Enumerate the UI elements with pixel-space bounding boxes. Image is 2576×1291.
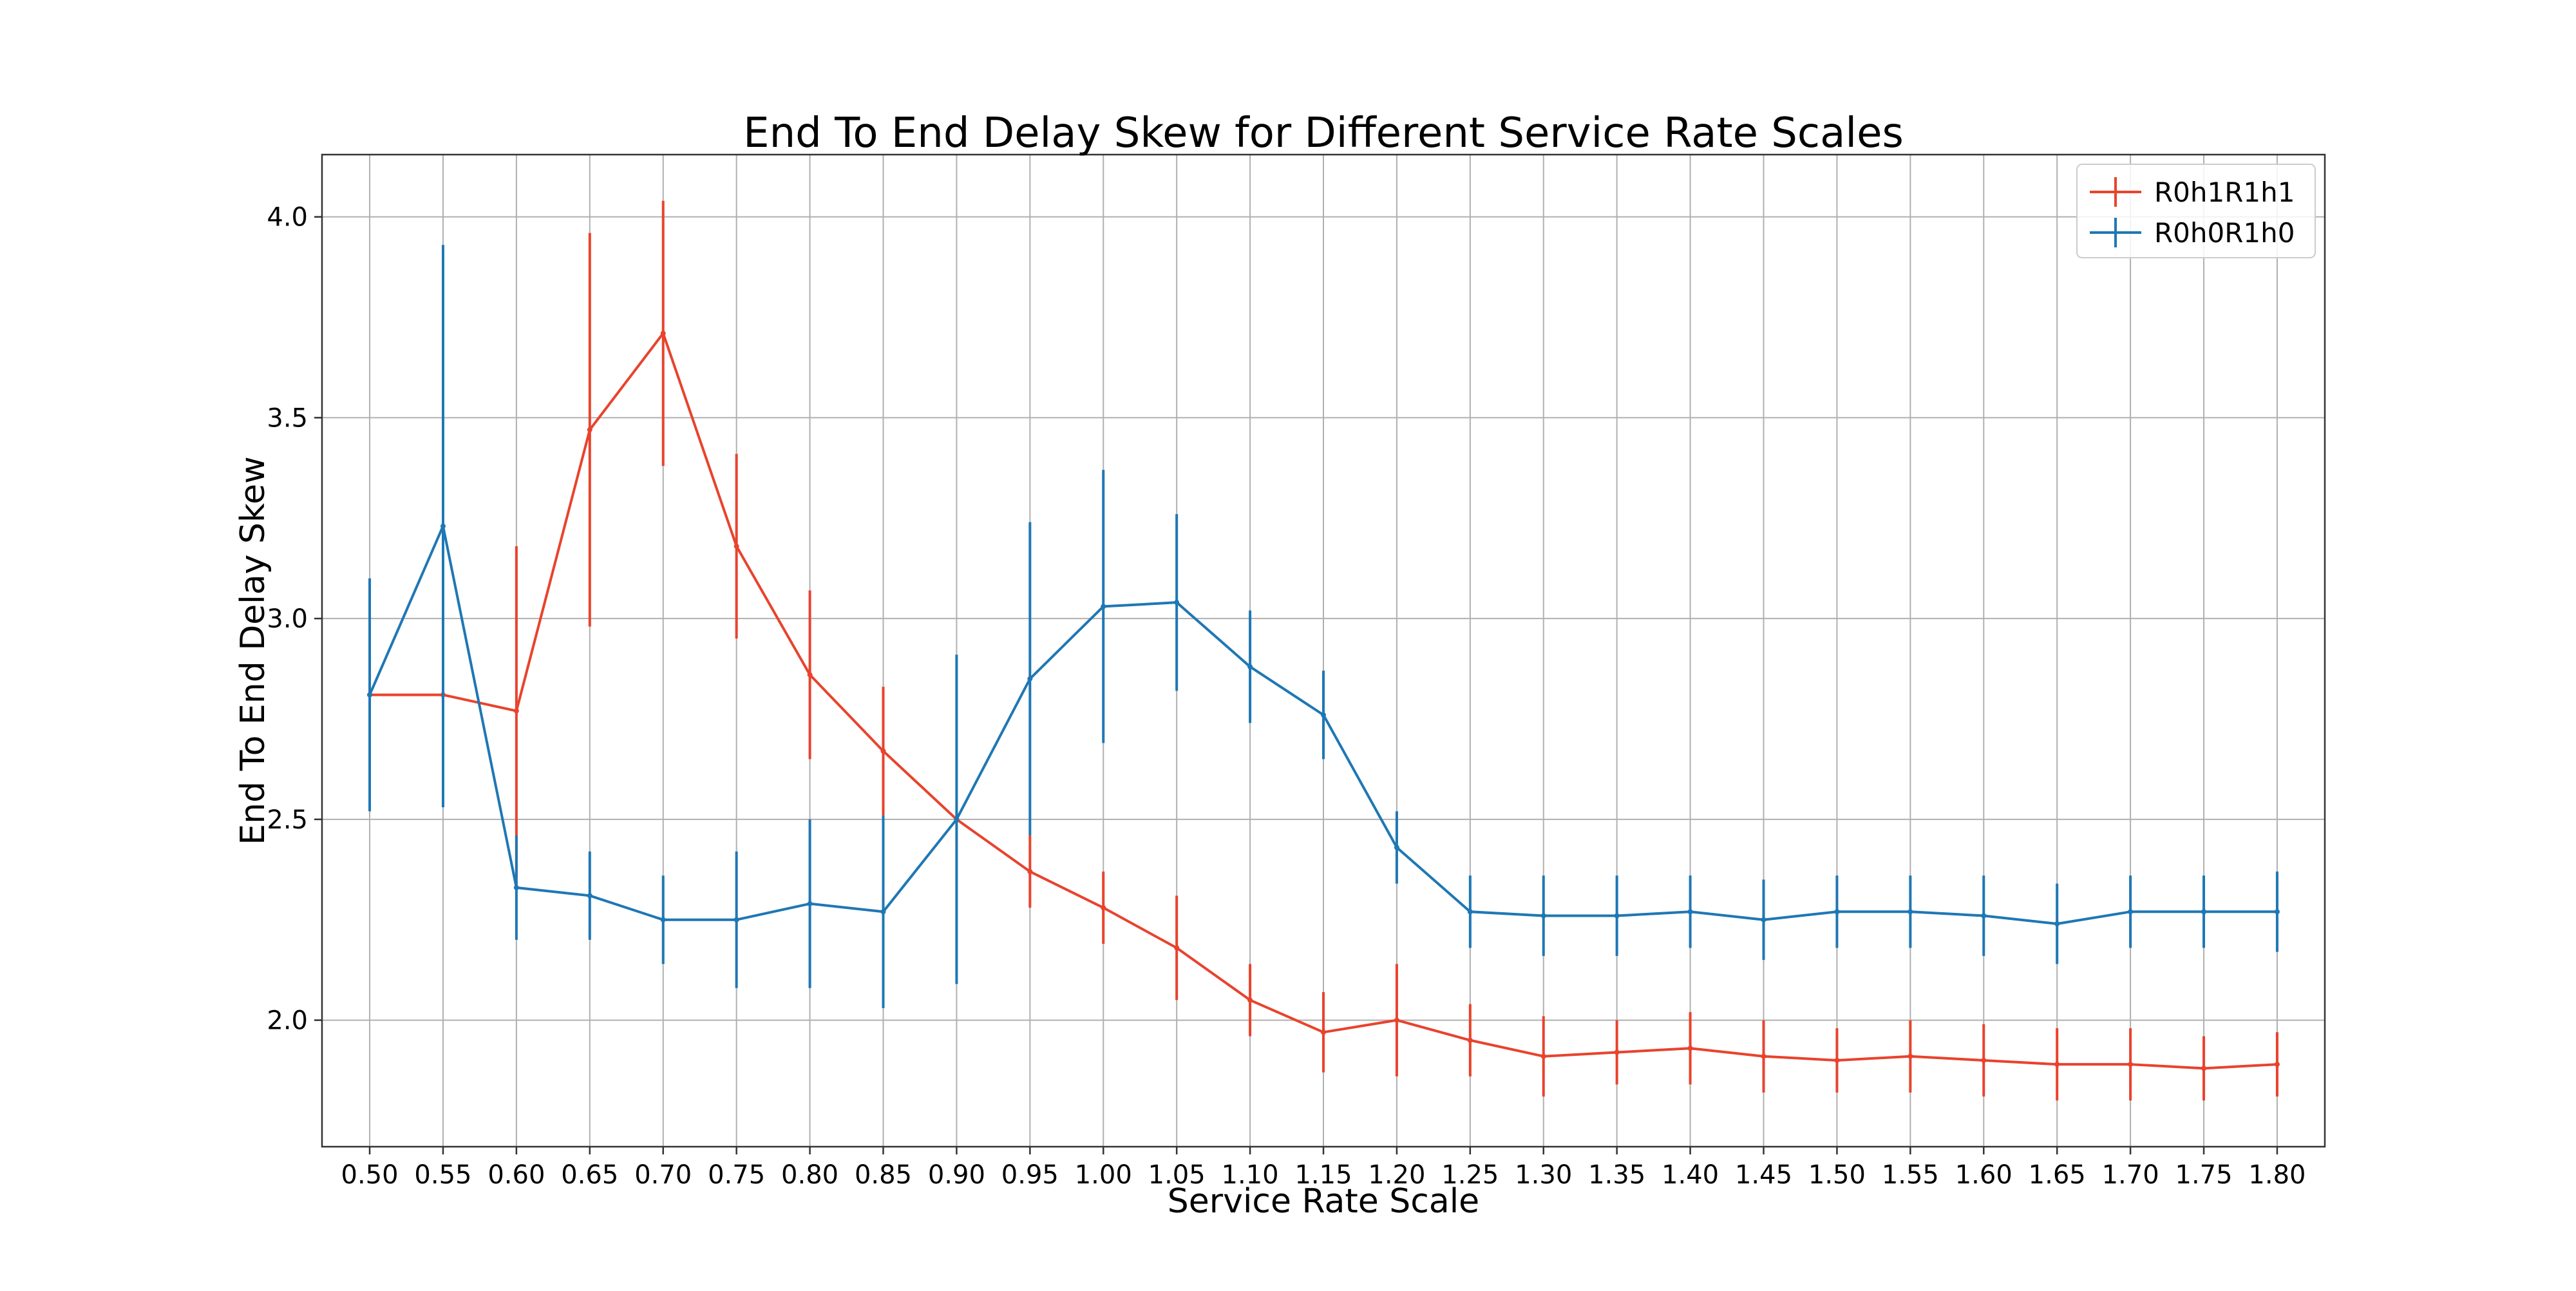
- data-point: [1247, 664, 1253, 669]
- y-tick-label: 4.0: [267, 203, 308, 233]
- data-point: [2201, 909, 2207, 915]
- series-layer: [367, 200, 2280, 1101]
- data-point: [1908, 909, 1913, 915]
- y-tick-label: 3.5: [267, 403, 308, 433]
- x-tick-label: 1.75: [2175, 1160, 2233, 1190]
- y-tick-label: 3.0: [267, 604, 308, 634]
- x-tick-label: 1.00: [1075, 1160, 1132, 1190]
- series-R0h0R1h0: [367, 245, 2280, 1008]
- data-point: [1394, 845, 1399, 850]
- legend-label: R0h1R1h1: [2154, 177, 2295, 208]
- legend-box: [2076, 164, 2316, 258]
- legend-label: R0h0R1h0: [2154, 217, 2295, 249]
- x-tick-label: 1.70: [2102, 1160, 2159, 1190]
- x-tick-label: 0.55: [414, 1160, 471, 1190]
- data-point: [1321, 712, 1326, 718]
- x-tick-label: 1.80: [2248, 1160, 2306, 1190]
- data-point: [1467, 1037, 1473, 1043]
- data-point: [2274, 909, 2280, 915]
- legend: R0h1R1h1 R0h0R1h0: [2076, 164, 2316, 258]
- data-point: [660, 917, 666, 923]
- data-point: [1614, 913, 1620, 919]
- x-tick-label: 0.90: [928, 1160, 985, 1190]
- x-tick-label: 0.50: [341, 1160, 399, 1190]
- data-point: [587, 427, 592, 433]
- x-tick-label: 0.65: [561, 1160, 618, 1190]
- x-tick-label: 1.20: [1368, 1160, 1425, 1190]
- data-point: [1101, 905, 1106, 911]
- y-ticks: 2.0 2.5 3.0 3.5 4.0: [267, 203, 322, 1036]
- data-point: [1467, 909, 1473, 915]
- data-point: [734, 543, 739, 549]
- data-point: [1174, 945, 1180, 951]
- x-axis-label: Service Rate Scale: [1168, 1182, 1479, 1221]
- data-point: [1027, 676, 1033, 682]
- data-point: [1394, 1017, 1399, 1023]
- data-point: [734, 917, 739, 923]
- x-tick-label: 1.05: [1148, 1160, 1206, 1190]
- data-point: [1540, 913, 1546, 919]
- x-tick-label: 1.65: [2029, 1160, 2086, 1190]
- data-point: [587, 893, 592, 899]
- x-tick-label: 1.60: [1955, 1160, 2012, 1190]
- x-tick-label: 1.35: [1588, 1160, 1645, 1190]
- y-tick-label: 2.0: [267, 1006, 308, 1036]
- x-tick-label: 0.80: [781, 1160, 838, 1190]
- x-tick-label: 0.95: [1001, 1160, 1059, 1190]
- y-tick-label: 2.5: [267, 805, 308, 835]
- chart-title: End To End Delay Skew for Different Serv…: [743, 110, 1904, 157]
- data-point: [1908, 1053, 1913, 1059]
- x-tick-label: 0.70: [634, 1160, 692, 1190]
- y-axis-label: End To End Delay Skew: [234, 456, 272, 845]
- data-point: [1174, 600, 1180, 606]
- data-point: [440, 523, 446, 529]
- data-point: [2274, 1062, 2280, 1067]
- x-tick-label: 0.85: [855, 1160, 912, 1190]
- data-point: [1321, 1029, 1326, 1035]
- data-point: [1761, 917, 1766, 923]
- data-point: [1687, 909, 1693, 915]
- data-point: [1981, 913, 1987, 919]
- data-point: [1614, 1049, 1620, 1055]
- data-point: [1540, 1053, 1546, 1059]
- x-tick-label: 1.45: [1735, 1160, 1792, 1190]
- legend-item: R0h1R1h1: [2090, 177, 2295, 208]
- data-point: [880, 748, 886, 754]
- data-point: [2128, 909, 2134, 915]
- x-tick-label: 1.55: [1882, 1160, 1939, 1190]
- data-point: [807, 672, 813, 678]
- data-point: [513, 885, 519, 890]
- data-point: [1101, 604, 1106, 609]
- x-ticks: 0.50 0.55 0.60 0.65 0.70 0.75 0.80 0.85 0.90 0.95…: [341, 1147, 2306, 1190]
- x-tick-label: 1.50: [1808, 1160, 1866, 1190]
- x-tick-label: 1.30: [1515, 1160, 1572, 1190]
- data-point: [1761, 1053, 1766, 1059]
- x-tick-label: 1.25: [1441, 1160, 1499, 1190]
- data-point: [2054, 1062, 2060, 1067]
- data-point: [2128, 1062, 2134, 1067]
- data-point: [1247, 997, 1253, 1003]
- series-R0h1R1h1: [367, 200, 2280, 1101]
- data-point: [513, 708, 519, 714]
- data-point: [660, 330, 666, 336]
- data-point: [1687, 1046, 1693, 1051]
- data-point: [807, 901, 813, 906]
- x-tick-label: 0.75: [708, 1160, 765, 1190]
- x-tick-label: 1.15: [1294, 1160, 1352, 1190]
- data-point: [2054, 921, 2060, 926]
- x-tick-label: 0.60: [488, 1160, 545, 1190]
- data-point: [880, 909, 886, 915]
- x-tick-label: 1.10: [1222, 1160, 1279, 1190]
- legend-item: R0h0R1h0: [2090, 217, 2295, 249]
- data-point: [367, 692, 373, 698]
- data-point: [1981, 1057, 1987, 1063]
- data-point: [2201, 1066, 2207, 1071]
- data-point: [1834, 909, 1840, 915]
- data-point: [954, 816, 960, 822]
- x-tick-label: 1.40: [1662, 1160, 1719, 1190]
- data-point: [1027, 868, 1033, 874]
- data-point: [1834, 1057, 1840, 1063]
